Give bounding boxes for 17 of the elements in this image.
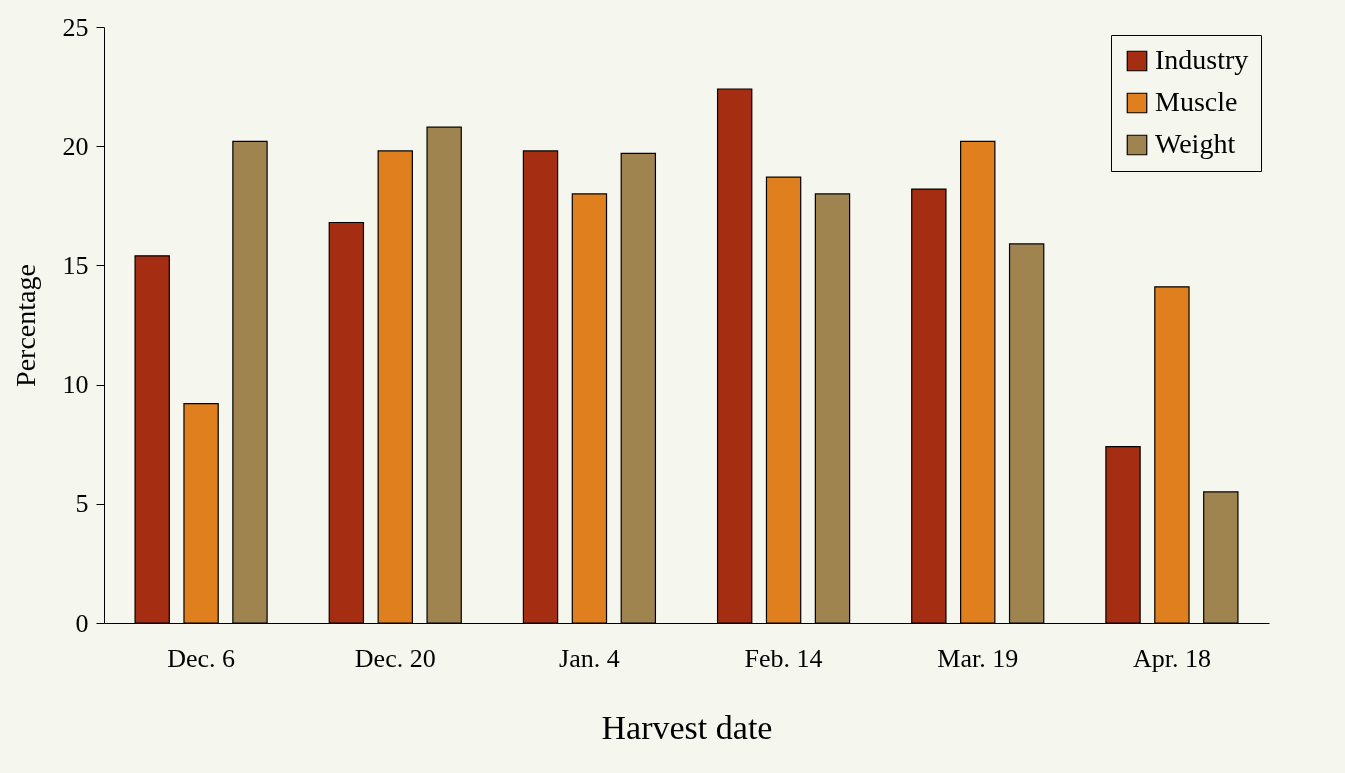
x-tick-label: Feb. 14 <box>744 643 823 673</box>
x-tick-label: Mar. 19 <box>937 643 1019 673</box>
y-axis-title: Percentage <box>9 264 41 387</box>
y-tick-label: 5 <box>75 489 89 519</box>
y-tick-label: 0 <box>75 608 89 638</box>
x-axis-title: Harvest date <box>601 708 773 746</box>
legend-label: Muscle <box>1155 86 1238 117</box>
y-tick-label: 25 <box>62 12 89 42</box>
legend-label: Weight <box>1155 128 1236 159</box>
x-tick-label: Dec. 6 <box>167 643 236 673</box>
y-tick-label: 20 <box>62 131 89 161</box>
y-tick-label: 10 <box>62 370 89 400</box>
x-tick-label: Dec. 20 <box>354 643 436 673</box>
x-tick-label: Apr. 18 <box>1132 643 1211 673</box>
legend-label: Industry <box>1155 44 1249 75</box>
y-tick-label: 15 <box>62 250 89 280</box>
x-tick-label: Jan. 4 <box>559 643 620 673</box>
